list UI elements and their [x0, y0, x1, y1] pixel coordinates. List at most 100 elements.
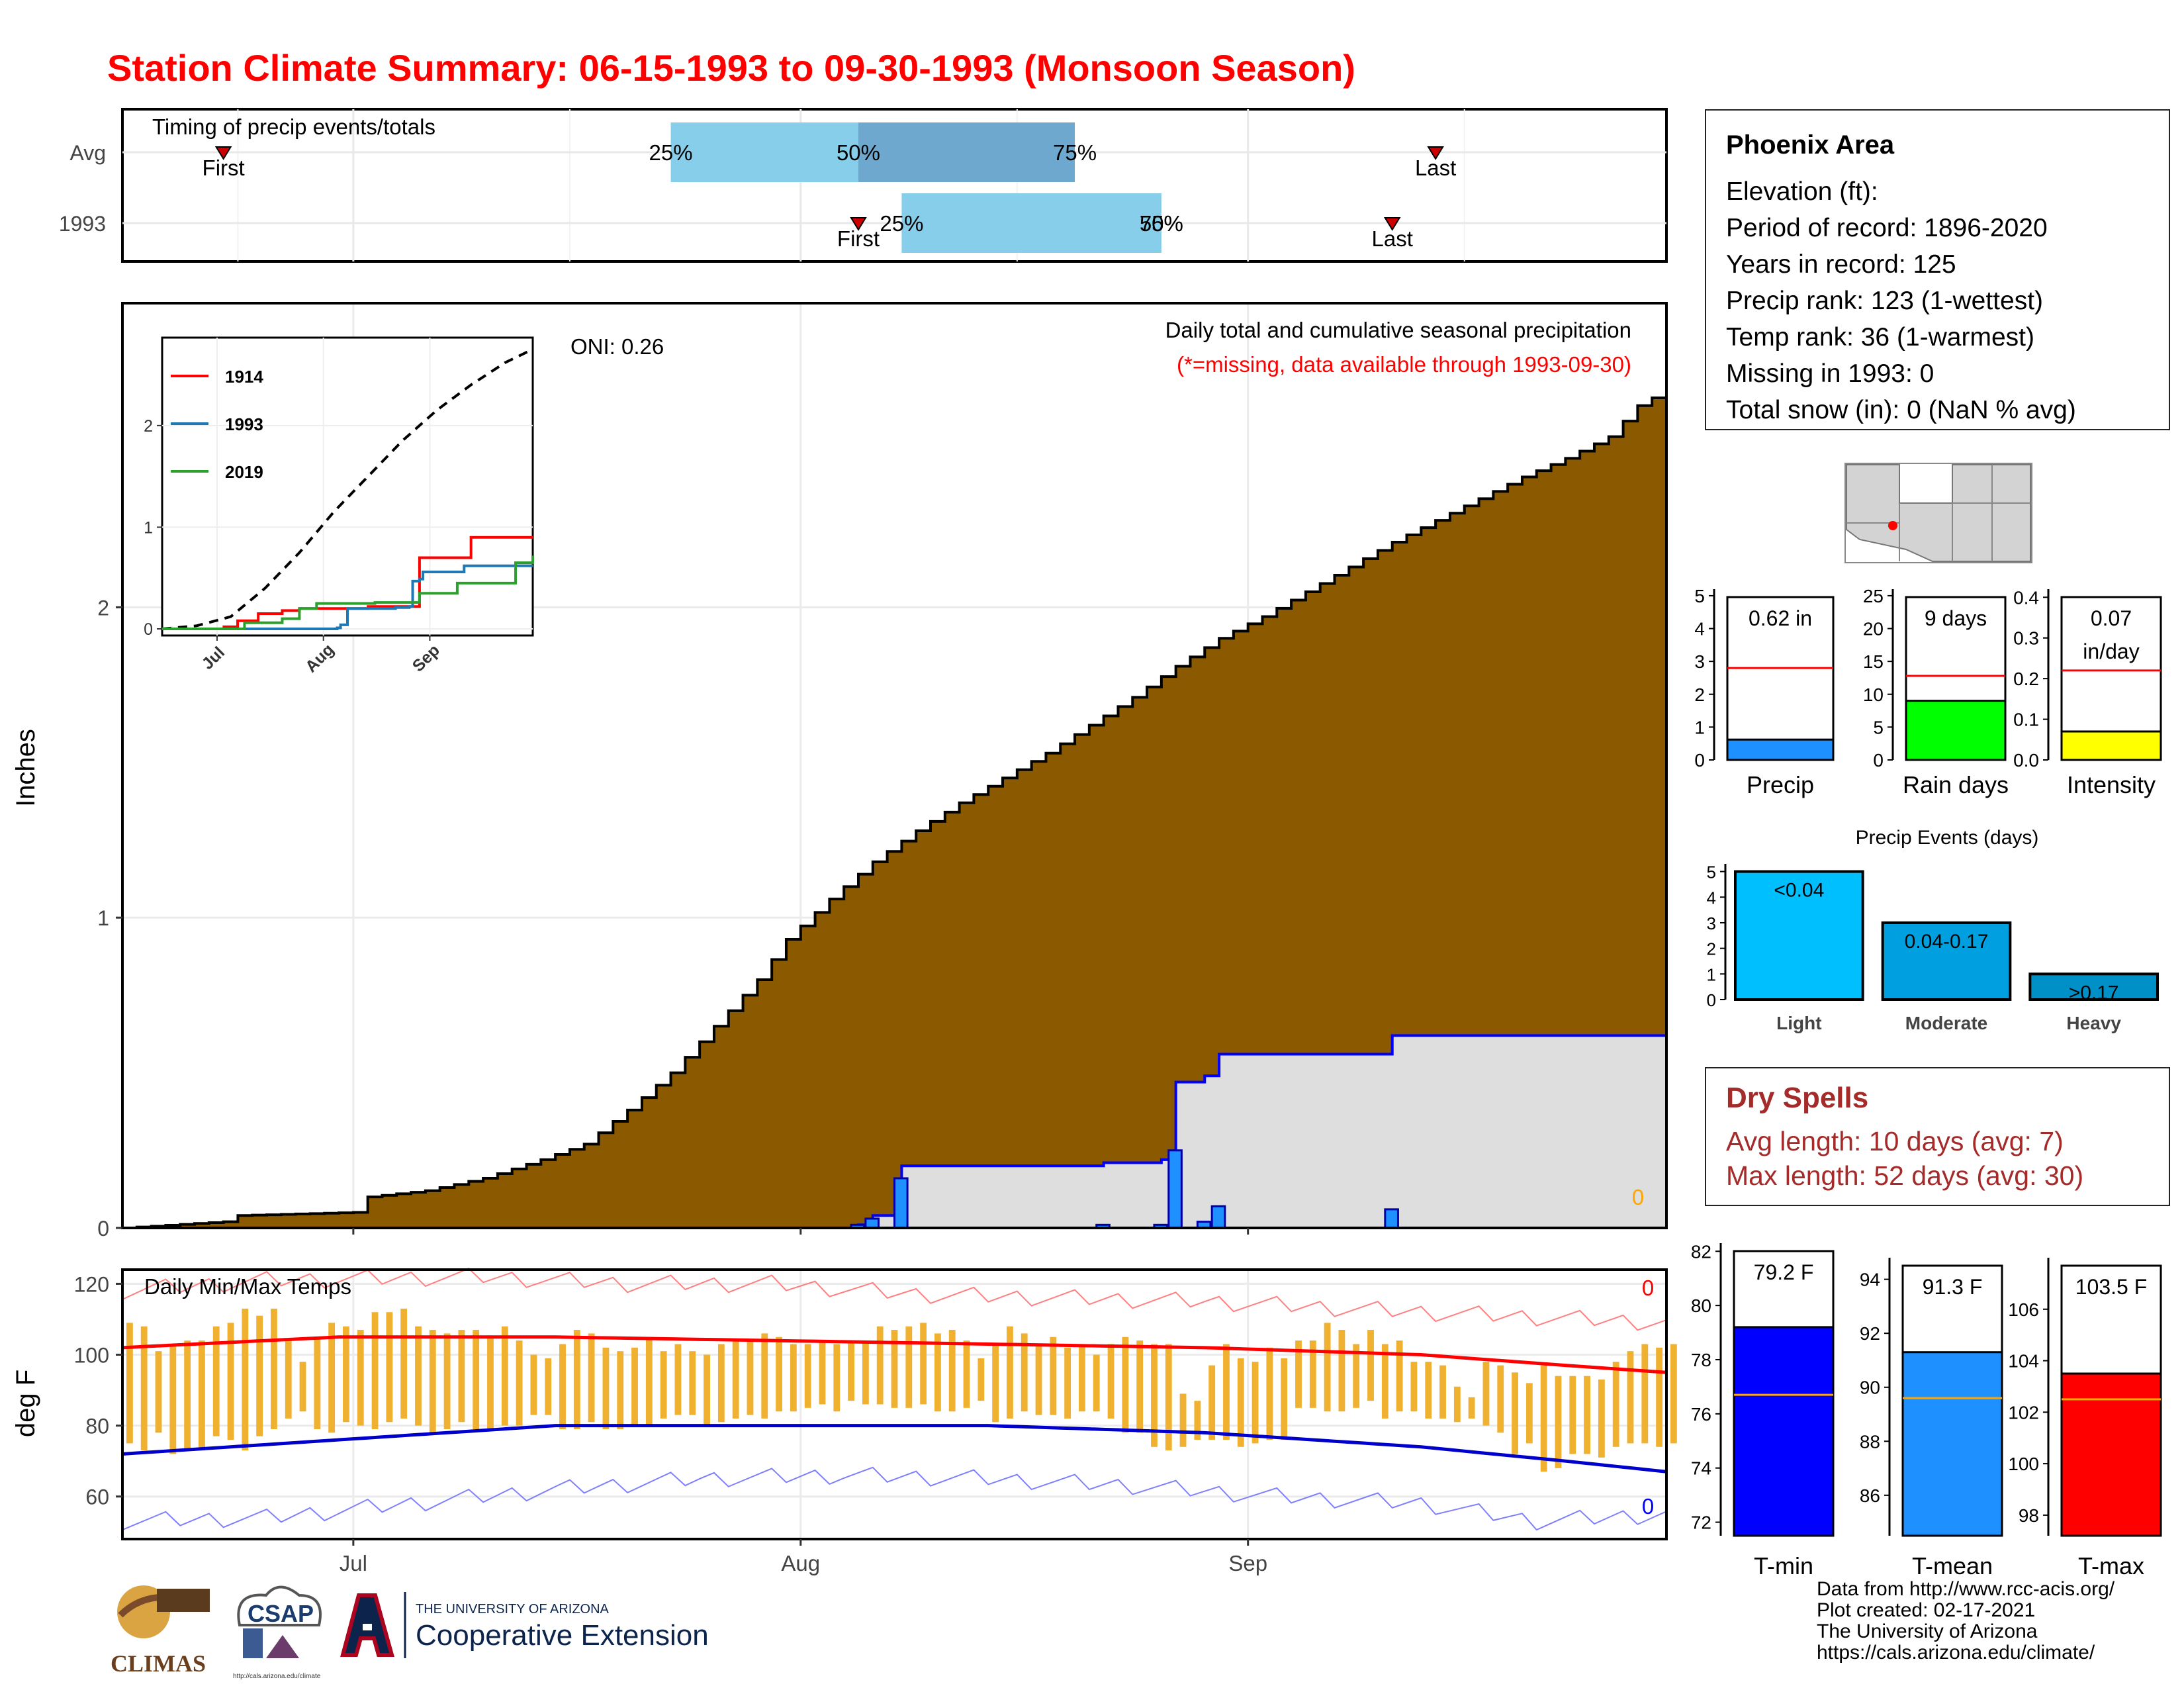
first-label: First — [837, 226, 880, 251]
info-snow: Total snow (in): 0 (NaN % avg) — [1726, 396, 2076, 424]
daily-temp-bar — [1468, 1397, 1475, 1419]
inset-legend-label: 1914 — [225, 367, 263, 387]
precip-events-panel: Precip Events (days) 0 1 2 3 4 5 <0.04 Light 0.04… — [1707, 827, 2159, 1033]
mini-ytick-label: 76 — [1691, 1404, 1711, 1425]
last-marker — [1383, 217, 1401, 231]
mini-ytick-label: 0 — [1694, 750, 1705, 771]
daily-precip-bar — [893, 1177, 909, 1229]
daily-temp-bar — [1007, 1326, 1013, 1419]
mini-ytick-label: 20 — [1863, 619, 1884, 639]
mini-value-label: 79.2 F — [1754, 1260, 1814, 1284]
daily-temp-bar — [1425, 1362, 1432, 1419]
dry-spells-max: Max length: 52 days (avg: 30) — [1726, 1160, 2084, 1191]
dry-spells-avg: Avg length: 10 days (avg: 7) — [1726, 1126, 2064, 1156]
mini-title: T-mean — [1912, 1552, 1993, 1579]
daily-temp-bar — [891, 1330, 898, 1408]
temp-xtick-label: Jul — [340, 1551, 367, 1575]
last-marker — [1427, 146, 1444, 160]
daily-temp-bar — [1107, 1344, 1115, 1419]
tmax-record-line — [122, 1268, 1667, 1331]
temp-ytick-label: 60 — [85, 1485, 109, 1509]
daily-temp-bar — [1569, 1376, 1576, 1454]
daily-temp-bar — [140, 1326, 148, 1451]
daily-temp-bar — [1612, 1362, 1619, 1447]
daily-temp-bar — [689, 1351, 696, 1415]
temp-ytick-label: 80 — [85, 1415, 109, 1438]
temp-panel: 60 80 100 120 Jul Aug Sep Daily Min/Max Temps 0 0… — [11, 1268, 1677, 1575]
daily-temp-bar — [1584, 1376, 1590, 1454]
events-title: Precip Events (days) — [1856, 827, 2039, 849]
daily-temp-bar — [155, 1351, 162, 1433]
events-ytick-label: 5 — [1707, 863, 1716, 882]
inset-series-line — [162, 555, 534, 630]
mini-ytick-label: 0.1 — [2013, 710, 2039, 730]
daily-temp-bar — [761, 1333, 768, 1419]
events-ytick-label: 4 — [1707, 888, 1716, 908]
timing-label: Timing of precip events/totals — [152, 115, 435, 139]
year-cumulative-area — [122, 1035, 1666, 1228]
mini-value-bar — [2060, 1372, 2162, 1537]
daily-temp-bar — [660, 1351, 667, 1419]
csap-url: http://cals.arizona.edu/climate — [233, 1673, 321, 1680]
info-precip-rank: Precip rank: 123 (1-wettest) — [1726, 287, 2044, 315]
daily-temp-bar — [357, 1330, 364, 1426]
precip-ytick-label: 0 — [97, 1217, 109, 1241]
daily-temp-bar — [559, 1344, 566, 1429]
events-bar-label: 0.04-0.17 — [1905, 931, 1989, 953]
daily-temp-bar — [573, 1330, 580, 1429]
quartile-box-low — [901, 193, 1161, 253]
location-map — [1844, 463, 2032, 563]
temp-xtick-label: Sep — [1228, 1551, 1267, 1575]
missing-count: 0 — [1632, 1185, 1644, 1209]
missing-min-count: 0 — [1642, 1494, 1654, 1519]
events-ytick-label: 3 — [1707, 914, 1716, 933]
mini-title: Intensity — [2067, 771, 2156, 798]
precip-ylabel: Inches — [11, 729, 40, 807]
daily-temp-bar — [126, 1323, 133, 1444]
station-marker — [1888, 521, 1897, 530]
inset-legend-label: 1993 — [225, 414, 263, 434]
timing-row-label: Avg — [69, 141, 106, 165]
pct-50-label: 50% — [1140, 211, 1183, 236]
daily-temp-bar — [1122, 1336, 1129, 1433]
temp-ytick-label: 100 — [74, 1344, 109, 1368]
daily-temp-bar — [1396, 1340, 1403, 1412]
daily-temp-bar — [1353, 1344, 1360, 1408]
daily-temp-bar — [1165, 1344, 1172, 1451]
daily-temp-bar — [343, 1326, 349, 1423]
credit-line: Data from http://www.rcc-acis.org/ — [1817, 1578, 2115, 1600]
tmin-avg-line — [122, 1424, 1667, 1474]
daily-temp-bar — [1194, 1401, 1201, 1440]
daily-temp-bar — [487, 1336, 494, 1429]
pct-75-label: 75% — [1053, 140, 1097, 165]
mini-title: T-min — [1754, 1552, 1813, 1579]
daily-precip-bar — [1384, 1208, 1399, 1229]
dry-spells-box: Dry Spells Avg length: 10 days (avg: 7) … — [1705, 1067, 2170, 1206]
daily-temp-bar — [602, 1347, 610, 1429]
daily-temp-bar — [1338, 1330, 1345, 1412]
mini-value-label: in/day — [2083, 639, 2139, 663]
last-label: Last — [1372, 226, 1413, 251]
daily-temp-bar — [934, 1333, 941, 1412]
mini-ytick-label: 92 — [1860, 1323, 1880, 1344]
mini-outline-box — [1726, 596, 1835, 761]
ua-logo: THE UNIVERSITY OF ARIZONA Cooperative Ex… — [340, 1592, 709, 1658]
daily-temp-bar — [212, 1326, 220, 1436]
daily-temp-bar — [992, 1344, 999, 1423]
daily-temp-bar — [530, 1354, 537, 1415]
mini-value-label: 0.07 — [2091, 606, 2132, 630]
daily-temp-bar — [848, 1340, 854, 1401]
logos: CLIMAS CSAP http://cals.arizona.edu/clim… — [111, 1585, 709, 1680]
tmax-avg-line — [122, 1335, 1667, 1374]
mini-ytick-label: 0.0 — [2013, 750, 2039, 771]
daily-temp-bar — [1367, 1330, 1374, 1401]
mini-ytick-label: 25 — [1863, 586, 1884, 606]
daily-temp-bar — [717, 1344, 725, 1423]
daily-temp-bar — [833, 1344, 841, 1412]
info-missing: Missing in 1993: 0 — [1726, 359, 1934, 388]
mini-value-bar — [1901, 1351, 2003, 1537]
oni-label: ONI: 0.26 — [570, 334, 664, 359]
daily-temp-bar — [1208, 1365, 1216, 1440]
